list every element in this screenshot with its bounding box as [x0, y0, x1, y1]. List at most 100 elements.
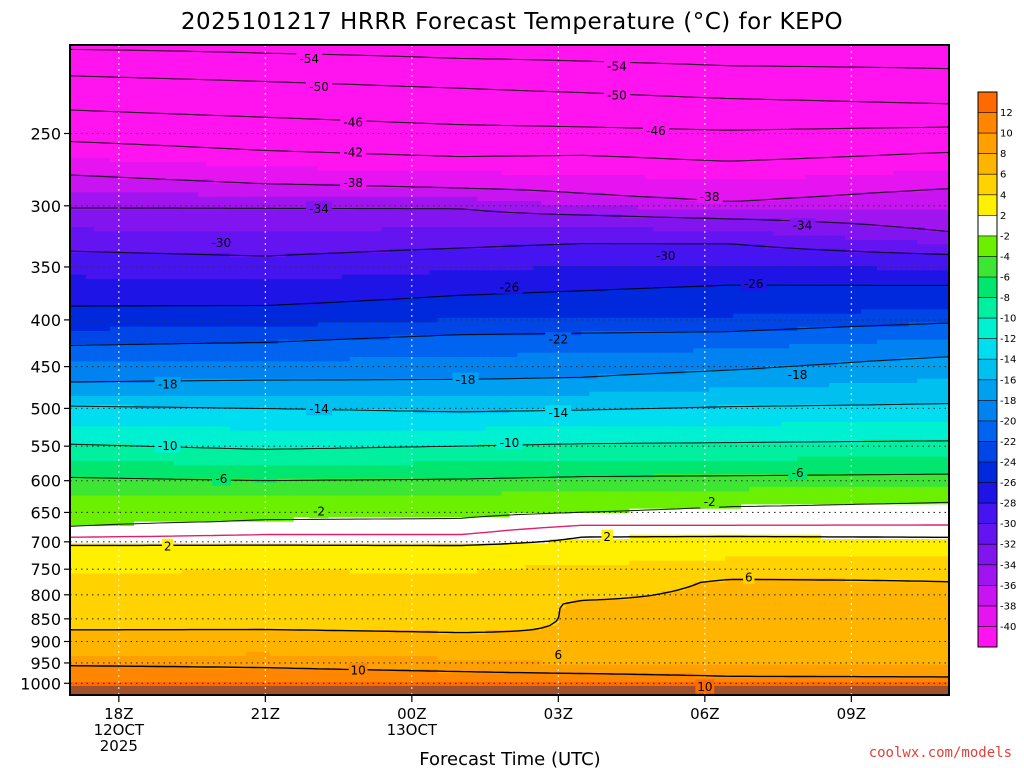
fill-cell	[517, 162, 527, 167]
fill-cell	[181, 97, 191, 102]
fill-cell	[685, 88, 694, 94]
fill-cell	[70, 222, 79, 228]
fill-cell	[901, 157, 910, 163]
fill-cell	[837, 231, 846, 237]
fill-cell	[861, 222, 870, 228]
fill-cell	[173, 153, 183, 159]
fill-cell	[565, 227, 575, 232]
fill-cell	[909, 53, 918, 59]
fill-cell	[581, 75, 591, 81]
fill-cell	[85, 62, 95, 68]
fill-cell	[461, 201, 471, 206]
fill-cell	[733, 105, 742, 111]
fill-cell	[813, 157, 822, 163]
fill-cell	[573, 53, 583, 59]
fill-cell	[93, 131, 103, 137]
fill-cell	[733, 166, 742, 172]
fill-cell	[613, 110, 622, 115]
fill-cell	[829, 170, 838, 176]
fill-cell	[845, 153, 854, 159]
fill-cell	[365, 240, 375, 245]
fill-cell	[253, 84, 263, 89]
fill-cell	[301, 231, 311, 237]
fill-cell	[221, 140, 231, 146]
fill-cell	[149, 105, 159, 111]
fill-cell	[693, 218, 702, 224]
fill-cell	[765, 79, 774, 85]
fill-cell	[661, 136, 670, 141]
fill-cell	[317, 162, 327, 167]
fill-cell	[365, 179, 375, 185]
fill-cell	[877, 227, 886, 232]
fill-cell	[389, 175, 399, 180]
fill-cell	[181, 101, 191, 107]
fill-cell	[133, 231, 143, 237]
fill-cell	[813, 179, 822, 185]
fill-cell	[269, 53, 279, 59]
fill-cell	[821, 140, 830, 146]
fill-cell	[221, 71, 231, 76]
fill-cell	[669, 222, 678, 228]
fill-cell	[685, 218, 694, 224]
fill-cell	[221, 131, 231, 137]
fill-cell	[581, 179, 591, 185]
fill-cell	[829, 231, 838, 237]
fill-cell	[541, 45, 551, 50]
fill-cell	[773, 205, 782, 211]
fill-cell	[269, 227, 279, 232]
fill-cell	[261, 227, 271, 232]
fill-cell	[437, 214, 447, 219]
fill-cell	[365, 144, 375, 150]
fill-cell	[821, 110, 830, 115]
fill-cell	[70, 157, 79, 163]
fill-cell	[765, 170, 774, 176]
fill-cell	[629, 175, 638, 180]
fill-cell	[469, 118, 479, 124]
fill-cell	[581, 166, 591, 172]
fill-cell	[365, 97, 375, 102]
fill-cell	[629, 110, 638, 115]
fill-cell	[325, 144, 335, 150]
fill-cell	[77, 179, 87, 185]
fill-cell	[277, 58, 287, 63]
fill-cell	[893, 114, 902, 120]
fill-cell	[645, 188, 654, 193]
fill-cell	[637, 153, 646, 159]
fill-cell	[493, 84, 503, 89]
fill-cell	[229, 144, 239, 150]
fill-cell	[845, 105, 854, 111]
fill-cell	[597, 101, 606, 107]
fill-cell	[925, 196, 934, 202]
fill-cell	[485, 66, 495, 72]
fill-cell	[797, 84, 806, 89]
fill-cell	[285, 49, 295, 55]
fill-cell	[229, 149, 239, 154]
fill-cell	[629, 53, 638, 59]
fill-cell	[877, 123, 886, 128]
fill-cell	[341, 240, 351, 245]
fill-cell	[829, 123, 838, 128]
fill-cell	[885, 170, 894, 176]
fill-cell	[125, 45, 135, 50]
fill-cell	[845, 97, 854, 102]
fill-cell	[93, 240, 103, 245]
fill-cell	[429, 149, 439, 154]
fill-cell	[717, 144, 726, 150]
fill-cell	[549, 127, 559, 133]
fill-cell	[189, 209, 199, 215]
fill-cell	[885, 144, 894, 150]
fill-cell	[453, 166, 463, 172]
fill-cell	[877, 49, 886, 55]
fill-cell	[381, 131, 391, 137]
fill-cell	[861, 231, 870, 237]
fill-cell	[733, 162, 742, 167]
fill-cell	[573, 136, 583, 141]
fill-cell	[917, 127, 926, 133]
fill-cell	[85, 127, 95, 133]
fill-cell	[141, 105, 151, 111]
fill-cell	[637, 131, 646, 137]
fill-cell	[365, 214, 375, 219]
fill-cell	[157, 235, 167, 241]
fill-cell	[101, 231, 111, 237]
fill-cell	[597, 162, 606, 167]
